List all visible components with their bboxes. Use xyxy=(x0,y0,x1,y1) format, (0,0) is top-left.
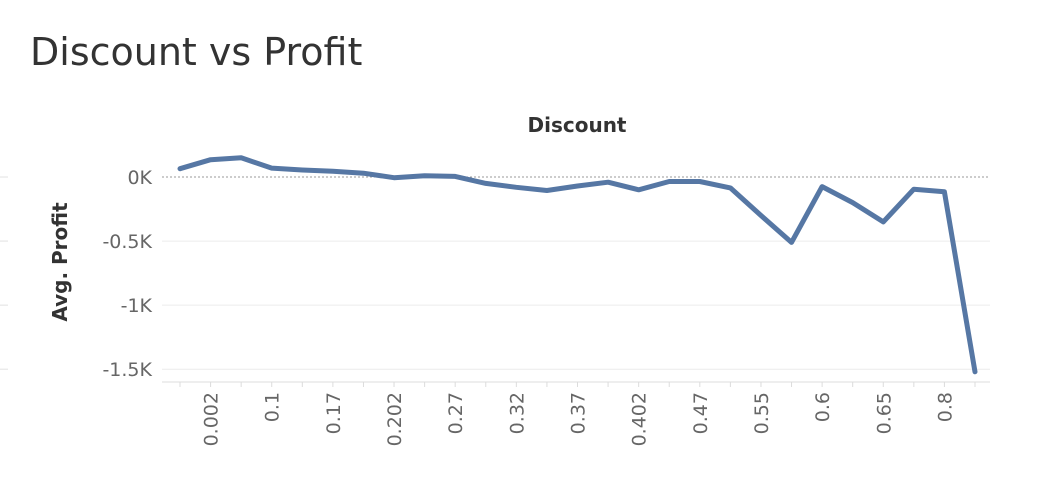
x-tick-label: 0.1 xyxy=(262,392,284,422)
x-tick-label: 0.202 xyxy=(384,392,406,446)
x-tick-label: 0.6 xyxy=(812,392,834,422)
x-tick-label: 0.8 xyxy=(934,392,956,422)
series-line xyxy=(177,155,978,375)
x-tick-label: 0.32 xyxy=(506,392,528,434)
y-tick-labels: 0K -0.5K -1K -1.5K xyxy=(102,167,152,381)
x-tick-marks xyxy=(179,382,976,387)
y-tick-label: -1K xyxy=(121,295,153,317)
x-tick-label: 0.002 xyxy=(201,392,223,446)
y-axis-title: Avg. Profit xyxy=(48,202,72,322)
y-tick-label: -1.5K xyxy=(102,359,152,381)
gridlines xyxy=(162,240,990,370)
y-tick-label: 0K xyxy=(127,167,152,189)
x-tick-label: 0.55 xyxy=(751,392,773,434)
y-tick-label: -0.5K xyxy=(102,231,152,253)
x-tick-label: 0.47 xyxy=(690,392,712,434)
x-tick-label: 0.27 xyxy=(445,392,467,434)
x-tick-label: 0.402 xyxy=(629,392,651,446)
x-tick-label: 0.37 xyxy=(568,392,590,434)
x-tick-labels: 0.002 0.1 0.17 0.202 0.27 0.32 0.37 0.402 0.47 0.… xyxy=(201,392,957,446)
chart-title: Discount vs Profit xyxy=(30,30,363,74)
x-tick-label: 0.17 xyxy=(323,392,345,434)
left-axis-stubs xyxy=(0,176,8,370)
x-tick-label: 0.65 xyxy=(873,392,895,434)
x-axis-title: Discount xyxy=(528,113,627,137)
